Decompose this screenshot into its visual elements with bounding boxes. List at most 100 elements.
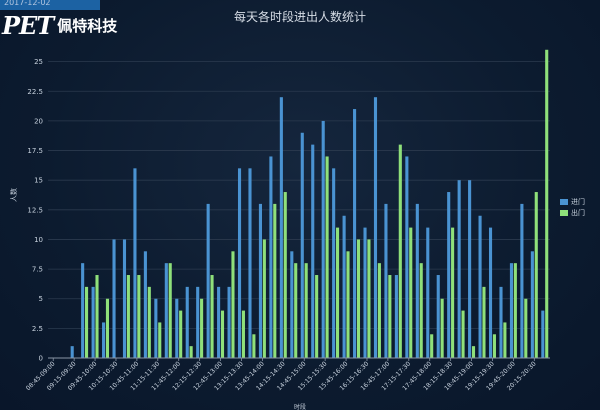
bar-in[interactable] bbox=[436, 275, 440, 358]
bar-in[interactable] bbox=[143, 251, 147, 358]
bar-out[interactable] bbox=[482, 286, 486, 358]
bar-in[interactable] bbox=[217, 286, 221, 358]
bar-out[interactable] bbox=[220, 310, 225, 358]
bar-out[interactable] bbox=[503, 322, 507, 358]
bar-out[interactable] bbox=[356, 239, 361, 358]
legend-label-in: 进门 bbox=[571, 197, 585, 206]
bar-out[interactable] bbox=[346, 251, 350, 358]
y-axis-label: 人数 bbox=[9, 188, 18, 202]
bar-in[interactable] bbox=[258, 203, 262, 358]
bar-in[interactable] bbox=[102, 322, 106, 358]
y-tick-label: 17.5 bbox=[27, 147, 43, 155]
bar-in[interactable] bbox=[175, 298, 179, 358]
bar-in[interactable] bbox=[237, 168, 242, 358]
bar-out[interactable] bbox=[513, 263, 517, 358]
bar-in[interactable] bbox=[509, 263, 513, 358]
bar-out[interactable] bbox=[440, 298, 444, 358]
bar-out[interactable] bbox=[273, 203, 277, 358]
bar-out[interactable] bbox=[231, 251, 235, 358]
bar-out[interactable] bbox=[315, 275, 319, 358]
bar-out[interactable] bbox=[126, 275, 130, 358]
bar-out[interactable] bbox=[262, 239, 266, 358]
bar-out[interactable] bbox=[179, 310, 183, 358]
bar-out[interactable] bbox=[304, 263, 308, 358]
bar-in[interactable] bbox=[122, 239, 127, 358]
y-tick-label: 12.5 bbox=[27, 206, 43, 214]
bar-in[interactable] bbox=[447, 192, 451, 358]
bar-in[interactable] bbox=[353, 109, 357, 358]
bar-in[interactable] bbox=[520, 203, 524, 358]
bar-out[interactable] bbox=[388, 275, 392, 358]
bar-out[interactable] bbox=[430, 334, 434, 358]
bar-in[interactable] bbox=[206, 203, 210, 358]
bar-out[interactable] bbox=[168, 263, 172, 358]
bar-in[interactable] bbox=[279, 97, 283, 358]
bar-out[interactable] bbox=[534, 192, 538, 358]
bar-in[interactable] bbox=[541, 310, 545, 358]
bar-in[interactable] bbox=[248, 168, 252, 358]
bar-out[interactable] bbox=[210, 275, 214, 358]
bar-in[interactable] bbox=[300, 132, 304, 358]
bar-in[interactable] bbox=[133, 168, 137, 358]
bar-out[interactable] bbox=[325, 156, 329, 358]
bar-out[interactable] bbox=[471, 346, 476, 358]
bar-out[interactable] bbox=[367, 239, 371, 358]
date-text: 2017-12-02 bbox=[4, 0, 51, 7]
bar-in[interactable] bbox=[269, 156, 273, 358]
bar-in[interactable] bbox=[468, 180, 472, 358]
bar-out[interactable] bbox=[524, 298, 528, 358]
bar-out[interactable] bbox=[252, 334, 256, 358]
bar-in[interactable] bbox=[332, 168, 336, 358]
bar-out[interactable] bbox=[105, 298, 110, 358]
bar-out[interactable] bbox=[492, 334, 496, 358]
bar-in[interactable] bbox=[81, 263, 85, 358]
bar-in[interactable] bbox=[196, 286, 200, 358]
bar-in[interactable] bbox=[384, 203, 388, 358]
bar-in[interactable] bbox=[457, 180, 461, 358]
bar-out[interactable] bbox=[95, 275, 99, 358]
company-logo: PET 佩特科技 bbox=[2, 8, 117, 42]
bar-in[interactable] bbox=[488, 227, 493, 358]
bar-in[interactable] bbox=[373, 97, 378, 358]
bar-in[interactable] bbox=[405, 156, 409, 358]
bar-in[interactable] bbox=[311, 144, 315, 358]
bar-in[interactable] bbox=[321, 120, 325, 358]
legend-item-out[interactable]: 出门 bbox=[560, 207, 585, 218]
bar-in[interactable] bbox=[499, 286, 503, 358]
bar-out[interactable] bbox=[409, 227, 413, 358]
bar-in[interactable] bbox=[342, 215, 346, 358]
bar-out[interactable] bbox=[283, 192, 287, 358]
bar-in[interactable] bbox=[394, 275, 398, 358]
bar-out[interactable] bbox=[545, 49, 549, 358]
bar-in[interactable] bbox=[70, 346, 74, 358]
bar-out[interactable] bbox=[398, 144, 402, 358]
bar-in[interactable] bbox=[227, 286, 231, 358]
bar-in[interactable] bbox=[363, 227, 367, 358]
bar-in[interactable] bbox=[530, 251, 534, 358]
bar-out[interactable] bbox=[336, 227, 340, 358]
bar-in[interactable] bbox=[426, 227, 430, 358]
logo-mark: PET bbox=[2, 10, 54, 40]
bar-out[interactable] bbox=[85, 286, 89, 358]
bar-out[interactable] bbox=[461, 310, 465, 358]
bar-in[interactable] bbox=[415, 203, 419, 358]
bar-in[interactable] bbox=[154, 298, 158, 358]
bar-out[interactable] bbox=[147, 286, 151, 358]
bar-in[interactable] bbox=[91, 286, 95, 358]
bar-in[interactable] bbox=[112, 239, 116, 358]
bar-out[interactable] bbox=[377, 263, 381, 358]
bar-out[interactable] bbox=[200, 298, 204, 358]
bar-in[interactable] bbox=[478, 215, 482, 358]
bar-out[interactable] bbox=[419, 263, 423, 358]
bar-out[interactable] bbox=[189, 346, 193, 358]
bar-out[interactable] bbox=[294, 263, 298, 358]
y-tick-label: 20 bbox=[34, 117, 43, 125]
bar-in[interactable] bbox=[185, 286, 189, 358]
bar-out[interactable] bbox=[137, 275, 141, 358]
bar-out[interactable] bbox=[451, 227, 455, 358]
legend-item-in[interactable]: 进门 bbox=[560, 196, 585, 207]
bar-out[interactable] bbox=[158, 322, 162, 358]
bar-in[interactable] bbox=[290, 251, 294, 358]
bar-in[interactable] bbox=[164, 263, 168, 358]
bar-out[interactable] bbox=[241, 310, 245, 358]
